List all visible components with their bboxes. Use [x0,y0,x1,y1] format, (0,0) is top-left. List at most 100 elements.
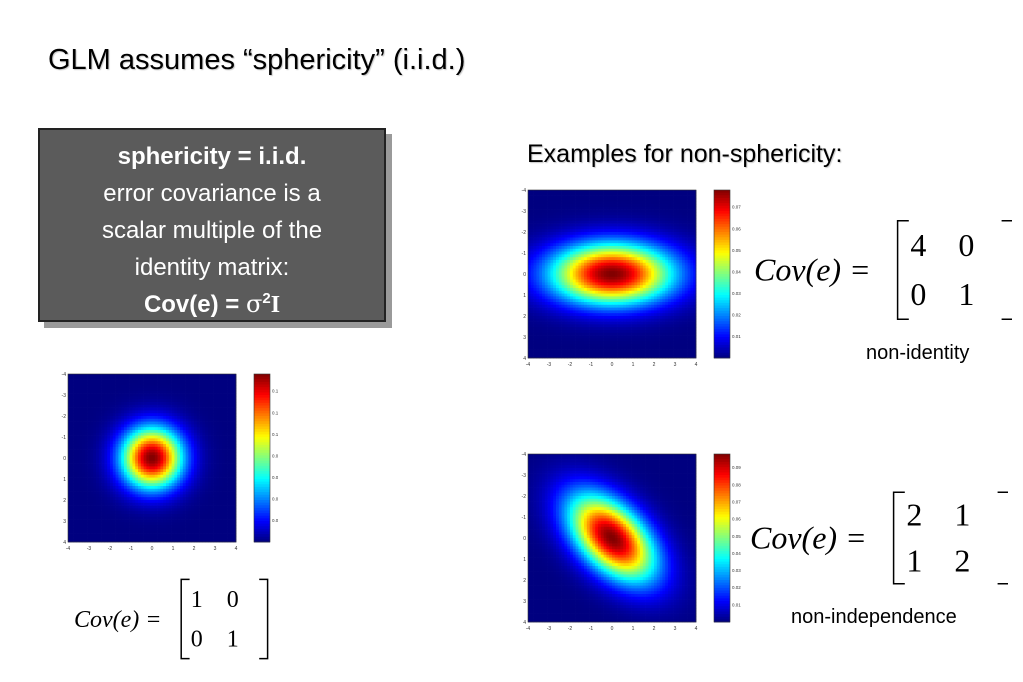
heatmap-cell [595,232,599,236]
heatmap-cell [213,511,217,515]
heatmap-cell [149,522,153,526]
heatmap-cell [191,402,195,406]
heatmap-cell [76,449,80,453]
heatmap-cell [567,226,571,230]
heatmap-cell [140,463,144,467]
heatmap-cell [104,446,108,450]
heatmap-cell [194,458,198,462]
heatmap-cell [140,432,144,436]
heatmap-cell [690,206,694,210]
heatmap-cell [637,243,641,247]
heatmap-cell [645,240,649,244]
heatmap-cell [676,229,680,233]
colorbar-step [254,400,270,404]
heatmap-cell [687,195,691,199]
heatmap-cell [82,441,86,445]
heatmap-cell [157,388,161,392]
heatmap-cell [612,209,616,213]
heatmap-cell [76,522,80,526]
heatmap-cell [124,432,128,436]
heatmap-cell [233,413,237,417]
heatmap-cell [199,416,203,420]
heatmap-cell [152,399,156,403]
box-heading: sphericity = i.i.d. [117,143,307,170]
heatmap-cell [174,449,178,453]
heatmap-cell [112,418,116,422]
heatmap-cell [146,393,150,397]
heatmap-cell [227,519,231,523]
heatmap-cell [233,376,237,380]
heatmap-cell [177,399,181,403]
heatmap-cell [107,511,111,515]
heatmap-cell [96,522,100,526]
heatmap-cell [637,223,641,227]
heatmap-cell [230,502,234,506]
heatmap-cell [82,458,86,462]
heatmap-cell [163,432,167,436]
heatmap-cell [668,201,672,205]
heatmap-cell [157,469,161,473]
heatmap-cell [68,466,72,470]
heatmap-cell [160,514,164,518]
heatmap-cell [617,226,621,230]
heatmap-cell [194,388,198,392]
heatmap-cell [180,455,184,459]
heatmap-cell [603,246,607,250]
heatmap-cell [222,430,226,434]
heatmap-cell [166,416,170,420]
heatmap-cell [544,209,548,213]
heatmap-cell [110,399,114,403]
heatmap-cell [107,424,111,428]
heatmap-cell [104,404,108,408]
heatmap-cell [561,204,565,208]
colorbar-step [254,505,270,509]
heatmap-cell [68,424,72,428]
heatmap-cell [101,528,105,532]
heatmap-cell [182,455,186,459]
heatmap-cell [205,382,209,386]
heatmap-cell [68,421,72,425]
heatmap-cell [196,483,200,487]
heatmap-cell [121,382,125,386]
heatmap-cell [191,382,195,386]
heatmap-cell [227,511,231,515]
heatmap-cell [575,204,579,208]
heatmap-cell [135,505,139,509]
heatmap-cell [174,505,178,509]
heatmap-cell [129,480,133,484]
heatmap-cell [68,530,72,534]
heatmap-cell [84,500,88,504]
heatmap-cell [598,243,602,247]
heatmap-cell [216,438,220,442]
heatmap-cell [575,190,579,194]
heatmap-cell [82,396,86,400]
heatmap-cell [76,399,80,403]
heatmap-cell [149,516,153,520]
heatmap-cell [68,430,72,434]
heatmap-cell [609,212,613,216]
heatmap-cell [93,455,97,459]
heatmap-cell [143,511,147,515]
heatmap-cell [589,195,593,199]
heatmap-cell [213,374,217,378]
heatmap-cell [76,432,80,436]
heatmap-cell [224,404,228,408]
heatmap-cell [96,488,100,492]
heatmap-cell [180,494,184,498]
heatmap-cell [589,229,593,233]
heatmap-cell [659,201,663,205]
heatmap-cell [177,525,181,529]
heatmap-cell [168,438,172,442]
heatmap-cell [623,204,627,208]
heatmap-cell [673,206,677,210]
heatmap-cell [528,215,532,219]
heatmap-cell [690,237,694,241]
heatmap-cell [556,201,560,205]
heatmap-cell [547,215,551,219]
heatmap-cell [682,209,686,213]
heatmap-cell [196,469,200,473]
heatmap-cell [612,232,616,236]
heatmap-cell [73,494,77,498]
heatmap-cell [168,533,172,537]
heatmap-cell [146,379,150,383]
